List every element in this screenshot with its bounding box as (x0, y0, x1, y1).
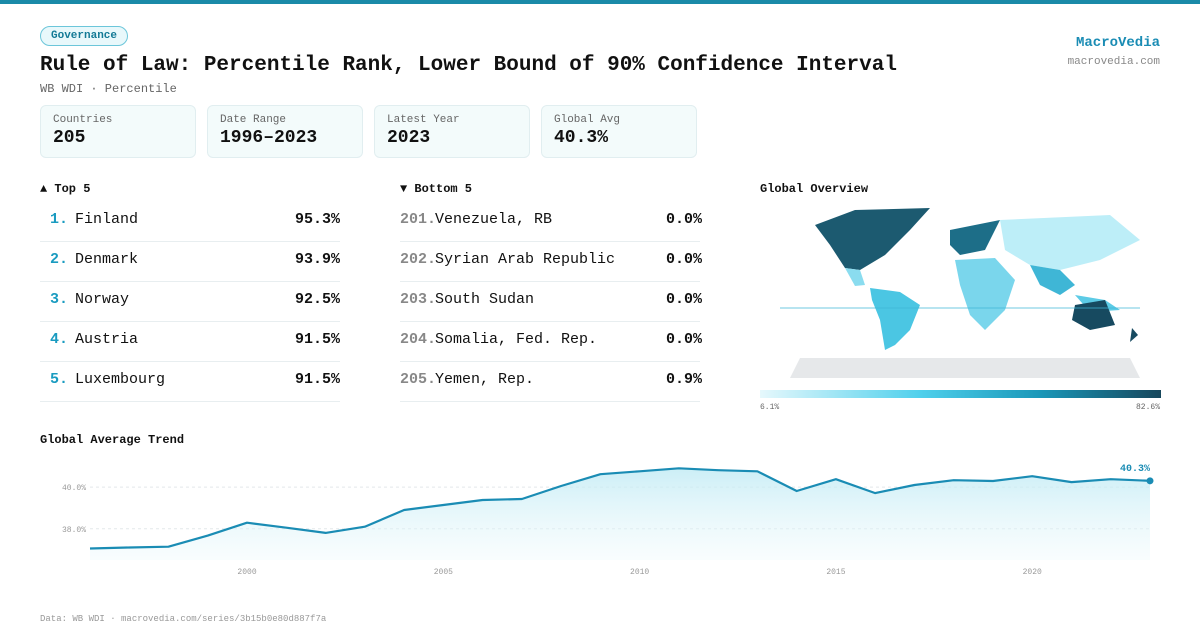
list-row: 1. Finland 95.3% (40, 201, 340, 242)
rank: 4. (50, 331, 69, 348)
map-shapes (780, 208, 1140, 378)
stat-label: Date Range (220, 114, 287, 126)
rank: 5. (50, 371, 69, 388)
stat-label: Global Avg (554, 114, 621, 126)
list-row: 4. Austria 91.5% (40, 321, 340, 362)
stat-card: Latest Year 2023 (374, 105, 530, 158)
end-point (1146, 477, 1154, 485)
rank: 2. (50, 251, 69, 268)
brand-url: macrovedia.com (1067, 56, 1160, 68)
scale-min: 6.1% (760, 403, 779, 412)
value: 0.0% (665, 291, 702, 308)
country: Venezuela, RB (435, 211, 553, 228)
stat-label: Countries (53, 114, 113, 126)
section-title: ▲ Top 5 (40, 182, 91, 196)
scale-max: 82.6% (1136, 403, 1160, 412)
x-tick-label: 2000 (237, 568, 256, 577)
value-label: 40.3% (1120, 464, 1150, 475)
stat-value: 1996–2023 (220, 128, 318, 148)
section-title: ▼ Bottom 5 (400, 182, 473, 196)
country: Norway (75, 291, 130, 308)
country: South Sudan (435, 291, 535, 308)
y-tick-label: 38.0% (62, 526, 86, 535)
brand: MacroVedia (1075, 35, 1160, 51)
country: Austria (75, 331, 139, 348)
x-tick-label: 2015 (826, 568, 845, 577)
footer: Data: WB WDI · macrovedia.com/series/3b1… (40, 614, 327, 624)
value: 93.9% (294, 251, 340, 268)
list-row: 203. South Sudan 0.0% (400, 281, 702, 322)
list-row: 204. Somalia, Fed. Rep. 0.0% (400, 321, 702, 362)
color-scale (760, 390, 1161, 398)
x-tick-label: 2020 (1023, 568, 1042, 577)
list-row: 205. Yemen, Rep. 0.9% (400, 361, 702, 402)
trend-line (89, 467, 1151, 550)
value: 0.9% (665, 371, 702, 388)
map: 6.1% 82.6% (760, 208, 1161, 412)
list-row: 201. Venezuela, RB 0.0% (400, 201, 702, 242)
rank: 1. (50, 211, 69, 228)
badge: Governance (40, 26, 129, 46)
x-tick-label: 2010 (630, 568, 649, 577)
title: Rule of Law: Percentile Rank, Lower Boun… (40, 54, 897, 77)
list-row: 2. Denmark 93.9% (40, 241, 340, 282)
stat-value: 205 (53, 128, 86, 148)
value: 95.3% (294, 211, 340, 228)
value: 0.0% (665, 211, 702, 228)
rank: 203. (400, 291, 437, 308)
value: 0.0% (665, 331, 702, 348)
x-tick-label: 2005 (434, 568, 453, 577)
rank: 201. (400, 211, 437, 228)
value: 91.5% (294, 371, 340, 388)
rank: 3. (50, 291, 69, 308)
value: 0.0% (665, 251, 702, 268)
stat-value: 40.3% (554, 128, 609, 148)
stat-card: Countries 205 (40, 105, 196, 158)
value: 92.5% (294, 291, 340, 308)
top-bar (0, 0, 1200, 4)
rank: 205. (400, 371, 437, 388)
value: 91.5% (294, 331, 340, 348)
rank: 204. (400, 331, 437, 348)
country: Syrian Arab Republic (435, 251, 616, 268)
y-tick-label: 40.0% (62, 484, 86, 493)
country: Denmark (75, 251, 139, 268)
country: Finland (75, 211, 139, 228)
stat-label: Latest Year (387, 114, 460, 126)
country: Somalia, Fed. Rep. (435, 331, 598, 348)
list-row: 3. Norway 92.5% (40, 281, 340, 322)
country: Yemen, Rep. (435, 371, 535, 388)
list-row: 202. Syrian Arab Republic 0.0% (400, 241, 702, 282)
country: Luxembourg (75, 371, 166, 388)
subtitle: WB WDI · Percentile (40, 82, 177, 96)
chart-title: Global Average Trend (40, 433, 185, 447)
section-title: Global Overview (760, 182, 869, 196)
rank: 202. (400, 251, 437, 268)
stat-value: 2023 (387, 128, 431, 148)
stat-card: Global Avg 40.3% (541, 105, 697, 158)
stat-card: Date Range 1996–2023 (207, 105, 363, 158)
list-row: 5. Luxembourg 91.5% (40, 361, 340, 402)
